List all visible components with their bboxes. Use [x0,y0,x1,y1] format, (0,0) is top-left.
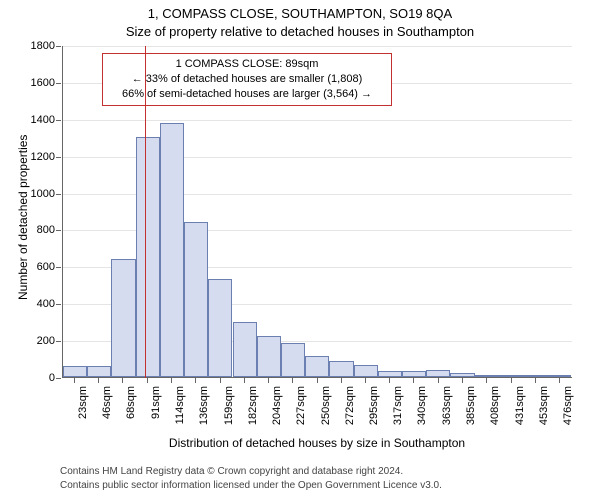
x-tick-mark [559,378,560,383]
histogram-chart: 1, COMPASS CLOSE, SOUTHAMPTON, SO19 8QA … [0,0,600,500]
histogram-bar [450,373,474,377]
x-tick-label: 114sqm [174,386,186,436]
x-tick-label: 91sqm [150,386,162,436]
x-tick-mark [147,378,148,383]
x-tick-label: 46sqm [101,386,113,436]
annotation-line-3: 66% of semi-detached houses are larger (… [109,87,385,102]
y-tick-label: 800 [10,224,55,236]
histogram-bar [257,336,281,377]
x-tick-label: 453sqm [538,386,550,436]
histogram-bar [208,279,232,377]
histogram-bar [426,370,450,377]
x-tick-mark [220,378,221,383]
histogram-bar [160,123,184,377]
histogram-bar [136,137,160,377]
x-tick-mark [535,378,536,383]
x-tick-label: 317sqm [392,386,404,436]
y-tick-label: 0 [10,372,55,384]
y-tick-label: 1600 [10,77,55,89]
x-tick-mark [341,378,342,383]
x-tick-mark [365,378,366,383]
x-tick-mark [195,378,196,383]
histogram-bar [329,361,353,377]
histogram-bar [475,375,499,377]
x-axis-label: Distribution of detached houses by size … [62,436,572,450]
x-tick-label: 159sqm [223,386,235,436]
x-tick-mark [292,378,293,383]
x-tick-label: 385sqm [465,386,477,436]
histogram-bar [499,375,523,377]
x-tick-mark [486,378,487,383]
footer-line-2: Contains public sector information licen… [60,480,442,491]
x-tick-label: 340sqm [416,386,428,436]
y-tick-label: 200 [10,335,55,347]
gridline-h [63,120,572,121]
histogram-bar [523,375,547,377]
y-tick-label: 1800 [10,40,55,52]
gridline-h [63,46,572,47]
x-tick-mark [511,378,512,383]
y-tick-label: 1400 [10,114,55,126]
y-tick-label: 1200 [10,151,55,163]
x-tick-mark [389,378,390,383]
x-tick-label: 272sqm [344,386,356,436]
histogram-bar [87,366,111,377]
footer-line-1: Contains HM Land Registry data © Crown c… [60,466,403,477]
histogram-bar [233,322,257,377]
chart-title-address: 1, COMPASS CLOSE, SOUTHAMPTON, SO19 8QA [0,6,600,21]
histogram-bar [305,356,329,377]
x-tick-label: 363sqm [441,386,453,436]
x-tick-label: 431sqm [514,386,526,436]
x-tick-label: 295sqm [368,386,380,436]
x-tick-label: 204sqm [271,386,283,436]
x-tick-mark [462,378,463,383]
histogram-bar [547,375,571,377]
x-tick-mark [413,378,414,383]
y-tick-label: 1000 [10,188,55,200]
reference-marker-line [145,46,146,378]
x-tick-label: 476sqm [562,386,574,436]
x-tick-label: 250sqm [320,386,332,436]
x-tick-mark [244,378,245,383]
x-tick-mark [317,378,318,383]
histogram-bar [402,371,426,377]
y-tick-label: 600 [10,261,55,273]
histogram-bar [184,222,208,377]
x-tick-label: 23sqm [77,386,89,436]
histogram-bar [378,371,402,377]
annotation-line-1: 1 COMPASS CLOSE: 89sqm [109,57,385,72]
histogram-bar [63,366,87,377]
x-tick-label: 182sqm [247,386,259,436]
x-tick-label: 227sqm [295,386,307,436]
histogram-bar [281,343,305,377]
histogram-bar [111,259,135,377]
x-tick-mark [122,378,123,383]
chart-subtitle: Size of property relative to detached ho… [0,24,600,39]
x-tick-mark [98,378,99,383]
annotation-box: 1 COMPASS CLOSE: 89sqm ← 33% of detached… [102,53,392,106]
y-tick-label: 400 [10,298,55,310]
x-tick-mark [74,378,75,383]
x-tick-label: 136sqm [198,386,210,436]
x-tick-label: 68sqm [125,386,137,436]
x-tick-mark [171,378,172,383]
x-tick-label: 408sqm [489,386,501,436]
histogram-bar [354,365,378,377]
x-tick-mark [268,378,269,383]
x-tick-mark [438,378,439,383]
annotation-line-2: ← 33% of detached houses are smaller (1,… [109,72,385,87]
